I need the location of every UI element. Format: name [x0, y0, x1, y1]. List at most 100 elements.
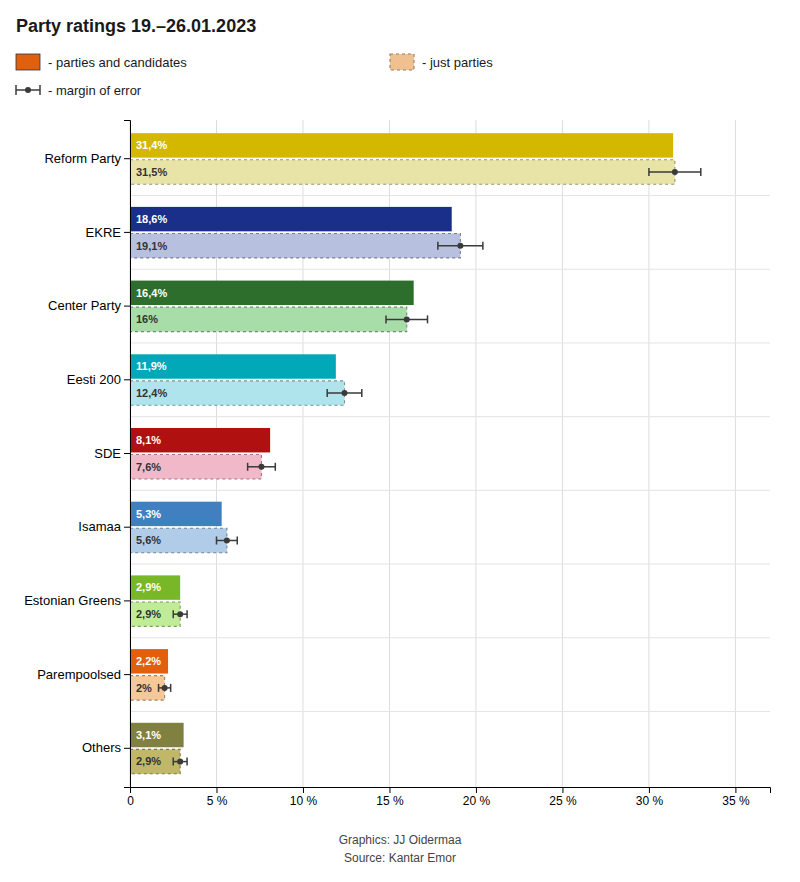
- bar: [130, 233, 460, 257]
- separator: [130, 637, 770, 638]
- error-point: [162, 685, 168, 691]
- data-label: 5,3%: [136, 508, 161, 520]
- tick-label: Reform Party: [44, 151, 121, 166]
- error-point: [341, 390, 347, 396]
- bar: [130, 749, 180, 773]
- tick: Parempoolsed: [37, 667, 130, 682]
- separator: [130, 416, 770, 417]
- tick-label: 5 %: [207, 794, 228, 808]
- tick-mark: [476, 787, 477, 793]
- tick: 35 %: [722, 787, 750, 808]
- bar: [130, 354, 336, 378]
- tick: 20 %: [463, 787, 491, 808]
- error-cap: [216, 536, 218, 544]
- annotation: Source: Kantar Emor: [344, 851, 456, 865]
- error-cap: [158, 684, 160, 692]
- error-point: [457, 243, 463, 249]
- legend-error-cap: [39, 85, 41, 95]
- tick: 15 %: [376, 787, 404, 808]
- bar: [130, 575, 180, 599]
- chart: Party ratings 19.–26.01.202331,4%18,6%16…: [0, 0, 800, 882]
- tick-mark: [124, 748, 130, 749]
- legend-label: - margin of error: [48, 83, 142, 98]
- error-point: [177, 611, 183, 617]
- data-label: 16%: [136, 313, 158, 325]
- error-point: [224, 537, 230, 543]
- error-point: [672, 169, 678, 175]
- error-cap: [275, 463, 277, 471]
- bar: [130, 381, 344, 405]
- tick: Others: [82, 740, 130, 755]
- grid-line: [475, 120, 476, 787]
- tick: EKRE: [86, 225, 130, 240]
- legend-error-point: [25, 87, 31, 93]
- data-label: 12,4%: [136, 387, 167, 399]
- tick-label: EKRE: [86, 225, 122, 240]
- data-label: 31,5%: [136, 166, 167, 178]
- tick-mark: [216, 787, 217, 793]
- data-label: 18,6%: [136, 213, 167, 225]
- tick-label: 25 %: [549, 794, 577, 808]
- legend: - parties and candidates- just parties- …: [16, 54, 493, 98]
- series: [130, 133, 673, 747]
- data-label: 2,2%: [136, 655, 161, 667]
- legend-label: - just parties: [422, 55, 493, 70]
- error-cap: [186, 758, 188, 766]
- grid-line: [735, 120, 736, 787]
- legend-error-cap: [15, 85, 17, 95]
- data-label: 7,6%: [136, 461, 161, 473]
- tick-mark: [124, 379, 130, 380]
- error-cap: [236, 536, 238, 544]
- data-label: 19,1%: [136, 240, 167, 252]
- tick: SDE: [94, 446, 130, 461]
- separator: [130, 490, 770, 491]
- tick-label: Parempoolsed: [37, 667, 121, 682]
- grid-line: [562, 120, 563, 787]
- tick: 25 %: [549, 787, 577, 808]
- axis-line: [124, 121, 131, 788]
- error-point: [404, 316, 410, 322]
- error-cap: [648, 168, 650, 176]
- tick-label: Estonian Greens: [24, 593, 121, 608]
- separators: [130, 196, 770, 712]
- tick-label: Center Party: [48, 298, 121, 313]
- error-cap: [186, 610, 188, 618]
- data-label: 8,1%: [136, 434, 161, 446]
- tick: 5 %: [207, 787, 228, 808]
- tick: Isamaa: [78, 519, 130, 534]
- y-axis: Reform PartyEKRECenter PartyEesti 200SDE…: [24, 121, 130, 788]
- marks: [130, 133, 701, 774]
- error-cap: [361, 389, 363, 397]
- plot: 31,4%18,6%16,4%11,9%8,1%5,3%2,9%2,2%3,1%…: [24, 120, 770, 808]
- separator: [130, 342, 770, 343]
- axis-line: [131, 788, 771, 794]
- separator: [130, 711, 770, 712]
- separator: [130, 269, 770, 270]
- error-cap: [700, 168, 702, 176]
- grid: [130, 120, 735, 787]
- legend-swatch: [390, 54, 414, 70]
- grid-line: [648, 120, 649, 787]
- legend-swatch: [16, 54, 40, 70]
- error-cap: [170, 684, 172, 692]
- bar: [130, 307, 407, 331]
- tick-mark: [389, 787, 390, 793]
- data-label: 5,6%: [136, 534, 161, 546]
- tick-mark: [124, 527, 130, 528]
- error-cap: [385, 315, 387, 323]
- error-cap: [482, 242, 484, 250]
- tick-label: Others: [82, 740, 122, 755]
- bar: [130, 160, 675, 184]
- tick-mark: [562, 787, 563, 793]
- tick-label: 0: [127, 794, 134, 808]
- tick-mark: [124, 158, 130, 159]
- tick-label: 30 %: [636, 794, 664, 808]
- tick: Center Party: [48, 298, 130, 313]
- tick: 30 %: [636, 787, 664, 808]
- tick-mark: [124, 674, 130, 675]
- data-label: 2,9%: [136, 755, 161, 767]
- tick-label: 20 %: [463, 794, 491, 808]
- separator: [130, 195, 770, 196]
- tick: Estonian Greens: [24, 593, 130, 608]
- bar: [130, 133, 673, 157]
